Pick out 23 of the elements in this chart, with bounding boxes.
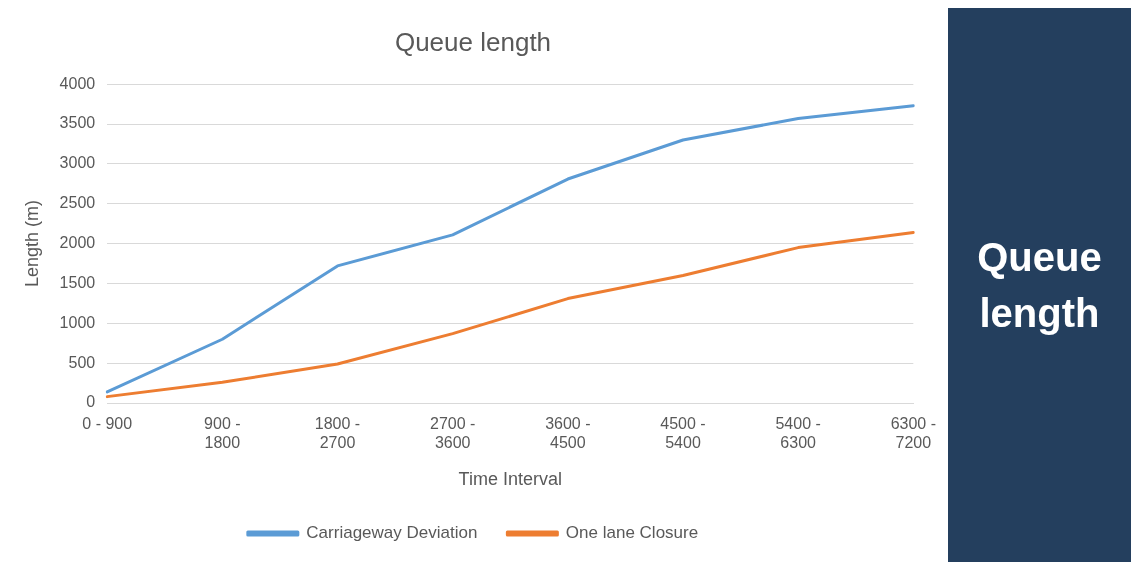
x-tick-label: 4500 - 5400 bbox=[660, 415, 706, 452]
x-tick-label: 3600 - 4500 bbox=[545, 415, 591, 452]
x-tick-label: 2700 - 3600 bbox=[429, 415, 476, 452]
y-tick-label: 2500 bbox=[59, 194, 96, 212]
y-tick-label: 2000 bbox=[59, 234, 96, 252]
y-tick-label: 3000 bbox=[59, 154, 96, 172]
y-tick-label: 1000 bbox=[59, 313, 96, 331]
y-axis-title: Length (m) bbox=[21, 200, 42, 288]
x-tick-label: 6300 - 7200 bbox=[890, 415, 936, 452]
y-tick-label: 0 bbox=[86, 393, 96, 411]
chart-title: Queue length bbox=[394, 26, 552, 57]
y-tick-label: 3500 bbox=[59, 114, 96, 132]
x-tick-label: 0 - 900 bbox=[82, 415, 133, 433]
legend-label: Carriageway Deviation bbox=[306, 523, 478, 543]
y-tick-label: 1500 bbox=[59, 273, 96, 291]
text: Queue length bbox=[976, 234, 1103, 337]
x-tick-label: 1800 - 2700 bbox=[314, 415, 361, 452]
x-tick-label: 5400 - 6300 bbox=[775, 415, 821, 452]
x-axis-title: Time Interval bbox=[458, 469, 562, 490]
y-tick-label: 500 bbox=[68, 353, 96, 371]
x-tick-label: 900 - 1800 bbox=[204, 415, 241, 452]
legend-label: One lane Closure bbox=[565, 523, 699, 543]
y-tick-label: 4000 bbox=[59, 74, 96, 92]
